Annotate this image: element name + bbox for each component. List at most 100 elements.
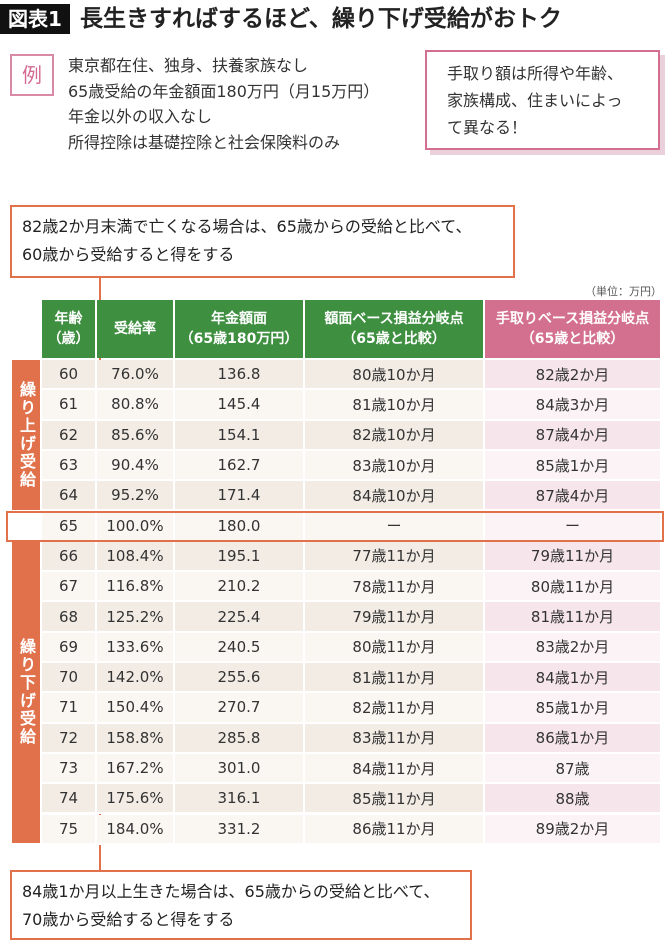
table-cell: 255.6 — [175, 663, 305, 694]
table-cell: 63 — [42, 450, 97, 482]
column-header-text: 年齢 — [54, 311, 83, 327]
table-cell: 60 — [42, 360, 97, 391]
table-cell: 86歳1か月 — [485, 723, 662, 754]
table-cell: 195.1 — [175, 541, 305, 573]
table-cell: 225.4 — [175, 602, 305, 633]
table-cell: 80歳11か月 — [305, 632, 485, 663]
table-cell: 85歳1か月 — [485, 450, 662, 482]
table-cell: 316.1 — [175, 784, 305, 815]
table-cell: 154.1 — [175, 420, 305, 451]
table-cell: 142.0% — [97, 663, 175, 694]
table-cell: 81歳11か月 — [305, 663, 485, 694]
callout-box: 84歳1か月以上生きた場合は、65歳からの受給と比べて、 70歳から受給すると得を… — [10, 870, 472, 940]
table-cell: ー — [485, 511, 662, 542]
table-cell: 82歳10か月 — [305, 420, 485, 451]
table-cell: 116.8% — [97, 572, 175, 603]
example-label: 例 — [10, 54, 54, 96]
table-cell: 62 — [42, 420, 97, 451]
note-line: て異なる！ — [447, 118, 528, 137]
table-cell: 69 — [42, 632, 97, 663]
table-cell: 175.6% — [97, 784, 175, 815]
table-cell: 74 — [42, 784, 97, 815]
table-cell: 301.0 — [175, 753, 305, 785]
table-cell: 76.0% — [97, 360, 175, 391]
table-cell: 270.7 — [175, 693, 305, 724]
table-cell: 85歳1か月 — [485, 693, 662, 724]
table-cell: 87歳4か月 — [485, 420, 662, 451]
example-line: 65歳受給の年金額面180万円（月15万円） — [68, 81, 380, 101]
column-header-text: 受給率 — [114, 321, 156, 337]
table-cell: 162.7 — [175, 450, 305, 482]
table-cell: 66 — [42, 541, 97, 573]
table-cell: 90.4% — [97, 450, 175, 482]
table-cell: 71 — [42, 693, 97, 724]
table-cell: 108.4% — [97, 541, 175, 573]
table-cell: 79歳11か月 — [485, 541, 662, 573]
table-cell: 64 — [42, 481, 97, 512]
table-cell: 72 — [42, 723, 97, 754]
callout-line: 60歳から受給すると得をする — [22, 245, 235, 264]
group-label: 繰り上げ受給 — [12, 360, 40, 510]
column-header: 年齢 （歳） — [42, 300, 97, 358]
table-cell: 285.8 — [175, 723, 305, 754]
column-header-text: （65歳と比較） — [342, 331, 446, 347]
table-cell: 133.6% — [97, 632, 175, 663]
column-header-text: （65歳と比較） — [520, 331, 625, 347]
table-cell: 73 — [42, 753, 97, 785]
table-cell: 75 — [42, 814, 97, 845]
table-cell: 331.2 — [175, 814, 305, 845]
table-cell: 84歳3か月 — [485, 390, 662, 421]
figure-badge: 図表1 — [0, 4, 70, 34]
table-cell: 89歳2か月 — [485, 814, 662, 845]
table-cell: 83歳2か月 — [485, 632, 662, 663]
example-line: 年金以外の収入なし — [68, 107, 213, 126]
table-cell: 61 — [42, 390, 97, 421]
note-line: 家族構成、住まいによっ — [447, 91, 623, 110]
unit-label: （単位：万円） — [585, 285, 662, 298]
table-cell: 78歳11か月 — [305, 572, 485, 603]
column-header-text: （歳） — [47, 331, 90, 347]
column-header-text: （65歳180万円） — [179, 331, 299, 347]
table-cell: 80歳10か月 — [305, 360, 485, 391]
table-cell: 210.2 — [175, 572, 305, 603]
column-header-text: 年金額面 — [211, 311, 267, 327]
table-cell: 85歳11か月 — [305, 784, 485, 815]
table-cell: 167.2% — [97, 753, 175, 785]
group-label: 繰り下げ受給 — [12, 541, 40, 843]
table-cell: 83歳11か月 — [305, 723, 485, 754]
table-cell: 80歳11か月 — [485, 572, 662, 603]
callout-box: 82歳2か月末満で亡くなる場合は、65歳からの受給と比べて、 60歳から受給すると… — [10, 205, 515, 278]
table-cell: 240.5 — [175, 632, 305, 663]
table-cell: 83歳10か月 — [305, 450, 485, 482]
row-highlight — [6, 510, 664, 542]
callout-line: 82歳2か月末満で亡くなる場合は、65歳からの受給と比べて、 — [22, 217, 472, 236]
table-cell: 158.8% — [97, 723, 175, 754]
example-line: 所得控除は基礎控除と社会保険料のみ — [68, 132, 341, 152]
table-cell: 81歳10か月 — [305, 390, 485, 421]
table-cell: 84歳10か月 — [305, 481, 485, 512]
table-cell: 86歳11か月 — [305, 814, 485, 845]
table-cell: 85.6% — [97, 420, 175, 451]
note-box: 手取り額は所得や年齢、 家族構成、住まいによっ て異なる！ — [425, 50, 660, 150]
table-cell: 70 — [42, 663, 97, 694]
column-header-text: 額面ベース損益分岐点 — [324, 311, 464, 327]
table-cell: 171.4 — [175, 481, 305, 512]
table-cell: 88歳 — [485, 784, 662, 815]
column-header: 年金額面 （65歳180万円） — [175, 300, 305, 358]
table-cell: 77歳11か月 — [305, 541, 485, 573]
table-cell: 95.2% — [97, 481, 175, 512]
column-header: 手取りベース損益分岐点 （65歳と比較） — [485, 300, 662, 358]
table-cell: 136.8 — [175, 360, 305, 391]
table-cell: 84歳1か月 — [485, 663, 662, 694]
column-header: 受給率 — [97, 300, 175, 358]
table-cell: 150.4% — [97, 693, 175, 724]
table-cell: 67 — [42, 572, 97, 603]
table-cell: 84歳11か月 — [305, 753, 485, 785]
example-line: 東京都在住、独身、扶養家族なし — [68, 56, 309, 75]
table-cell: 82歳11か月 — [305, 693, 485, 724]
table-cell: 180.0 — [175, 511, 305, 542]
table-cell: 87歳4か月 — [485, 481, 662, 512]
callout-line: 70歳から受給すると得をする — [22, 910, 235, 929]
table-cell: 79歳11か月 — [305, 602, 485, 633]
